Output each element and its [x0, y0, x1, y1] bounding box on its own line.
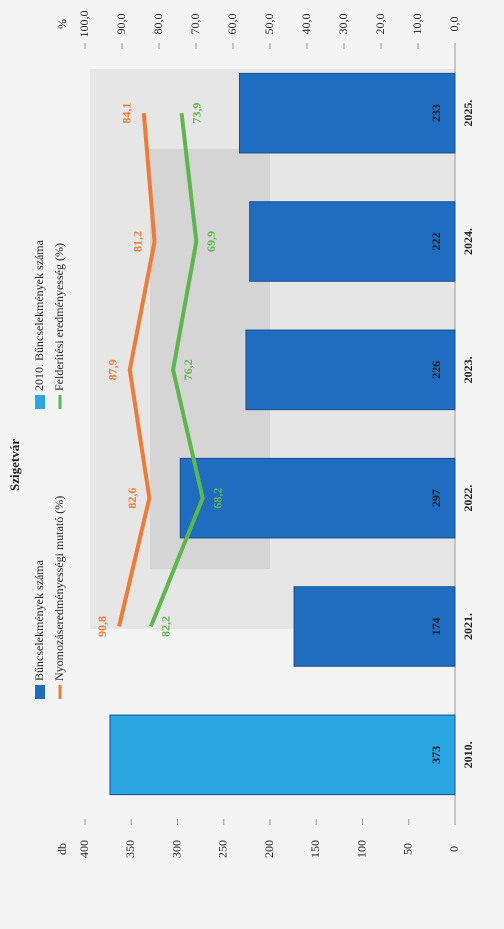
y2-tick-label: 100,0	[77, 11, 91, 38]
y-tick-label: 350	[123, 840, 137, 858]
y2-tick-label: 40,0	[299, 14, 313, 35]
x-tick-label: 2021.	[461, 613, 475, 640]
value-label: 84,1	[120, 103, 134, 124]
y-tick-label: 100	[354, 840, 368, 858]
x-tick-label: 2023.	[461, 356, 475, 383]
value-label: 82,2	[159, 616, 173, 637]
value-label: 81,2	[130, 231, 144, 252]
y2-tick-label: 80,0	[151, 14, 165, 35]
y2-axis-label: %	[55, 19, 69, 29]
bar-label: 226	[429, 361, 443, 379]
bar	[179, 457, 456, 539]
value-label: 87,9	[106, 359, 120, 380]
y2-tick-label: 70,0	[188, 14, 202, 35]
value-label: 90,8	[95, 616, 109, 637]
y-tick-label: 200	[262, 840, 276, 858]
value-label: 73,9	[189, 103, 203, 124]
y-axis-label: db	[55, 843, 69, 855]
y2-tick-label: 10,0	[410, 14, 424, 35]
value-label: 69,9	[204, 231, 218, 252]
line	[149, 112, 205, 628]
y-tick-label: 300	[169, 840, 183, 858]
x-tick-label: 2022.	[461, 485, 475, 512]
bar-label: 233	[429, 104, 443, 122]
bar-label: 174	[429, 618, 443, 636]
line	[117, 113, 157, 627]
rotated-chart: Szigetvár db% 0 50 100 150 200 250 300 350 400 0,0…	[7, 11, 475, 859]
legend-label: Nyomozáseredményességi mutató (%)	[52, 496, 66, 681]
y-tick-label: 400	[77, 840, 91, 858]
legend-swatch	[35, 685, 45, 699]
x-tick-label: 2025.	[461, 100, 475, 127]
y2-tick-label: 60,0	[225, 14, 239, 35]
y-tick-label: 0	[447, 846, 461, 852]
legend-label: 2010. Bűncselekmények száma	[32, 239, 46, 391]
bar	[238, 72, 456, 154]
y-tick-label: 150	[308, 840, 322, 858]
value-label: 82,6	[125, 488, 139, 509]
bar-label: 222	[429, 233, 443, 251]
legend-label: Bűncselekmények száma	[32, 559, 46, 681]
y2-tick-label: 90,0	[114, 14, 128, 35]
y2-tick-label: 0,0	[447, 17, 461, 32]
y-tick-label: 50	[401, 843, 415, 855]
bar	[293, 586, 456, 667]
legend-label: Felderítési eredményesség (%)	[52, 243, 66, 391]
value-label: 68,2	[210, 488, 224, 509]
bar-label: 373	[429, 746, 443, 764]
bar-label: 297	[429, 489, 443, 507]
bar	[245, 329, 456, 411]
value-label: 76,2	[181, 359, 195, 380]
y2-tick-label: 50,0	[262, 14, 276, 35]
legend-swatch	[35, 395, 45, 409]
chart-title: Szigetvár	[7, 439, 22, 491]
bar	[109, 714, 456, 796]
x-tick-label: 2010.	[461, 741, 475, 768]
y-tick-label: 250	[216, 840, 230, 858]
x-tick-label: 2024.	[461, 228, 475, 255]
y2-tick-label: 30,0	[336, 14, 350, 35]
y2-tick-label: 20,0	[373, 14, 387, 35]
bar	[249, 201, 456, 282]
